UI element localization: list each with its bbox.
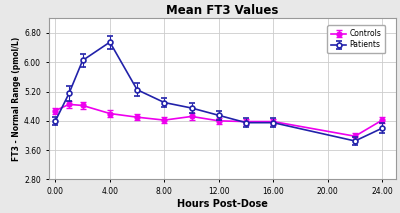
Y-axis label: FT3 - Normal Range (pmol/L): FT3 - Normal Range (pmol/L)	[12, 37, 21, 161]
Legend: Controls, Patients: Controls, Patients	[327, 25, 385, 53]
X-axis label: Hours Post-Dose: Hours Post-Dose	[177, 199, 268, 209]
Title: Mean FT3 Values: Mean FT3 Values	[166, 4, 278, 17]
